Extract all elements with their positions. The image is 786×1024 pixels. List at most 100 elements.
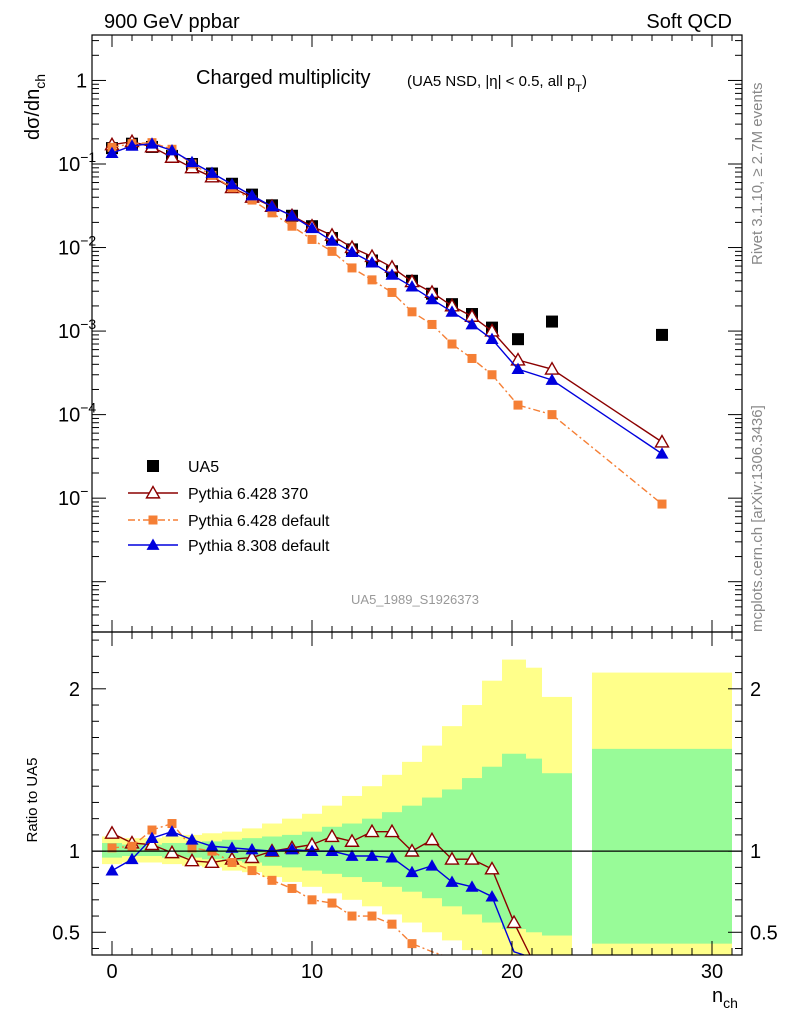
- data-point: [205, 166, 219, 178]
- series-line: [111, 140, 663, 443]
- legend-entry: Pythia 8.308 default: [128, 538, 330, 555]
- uncertainty-band-inner: [382, 812, 402, 887]
- ratio-data-point: [485, 890, 499, 902]
- ratio-data-point: [185, 833, 199, 845]
- data-point: [427, 319, 437, 329]
- data-point: [327, 246, 337, 256]
- header-left: 900 GeV ppbar: [104, 11, 240, 33]
- data-point: [365, 256, 379, 268]
- ratio-data-point: [287, 883, 297, 893]
- ratio-data-point: [327, 898, 337, 908]
- main-ylabel: dσ/dnch: [22, 74, 48, 140]
- ratio-data-point: [167, 819, 177, 829]
- ratio-data-point: [127, 841, 137, 851]
- main-plot-panel: 1 10−1 10−2 10−3 10−4 10− Charged multiplicit…: [22, 34, 743, 633]
- data-point: [287, 221, 297, 231]
- uncertainty-band-inner: [542, 773, 572, 936]
- ratio-data-point: [204, 854, 220, 869]
- series-pythia-6-428-370: [104, 133, 670, 448]
- ratio-data-point: [347, 911, 357, 921]
- data-point: [447, 339, 457, 349]
- ratio-data-point: [444, 851, 460, 865]
- uncertainty-band-inner: [462, 778, 482, 915]
- ratio-data-point: [385, 851, 399, 863]
- data-point: [105, 146, 119, 158]
- main-title: Charged multiplicity: [196, 67, 371, 89]
- ratio-data-point: [345, 849, 359, 861]
- data-point: [165, 144, 179, 156]
- data-point: [185, 155, 199, 168]
- data-point: [511, 362, 525, 375]
- ratio-data-point: [324, 828, 340, 843]
- ratio-data-point: [464, 851, 480, 865]
- side-text-lower: mcplots.cern.ch [arXiv:1306.3436]: [749, 405, 766, 632]
- series-line: [111, 142, 663, 455]
- legend-label: Pythia 8.308 default: [188, 538, 330, 555]
- ratio-data-point: [307, 895, 317, 905]
- legend-marker: [147, 460, 159, 472]
- data-point: [487, 370, 497, 380]
- ratio-data-point: [244, 849, 260, 864]
- ratio-data-point: [267, 875, 277, 885]
- data-point: [385, 268, 399, 280]
- ratio-data-point: [407, 939, 417, 949]
- data-point: [145, 137, 159, 149]
- ratio-data-point: [365, 849, 379, 861]
- ratio-ylabel: Ratio to UA5: [24, 757, 41, 842]
- data-point: [267, 208, 277, 218]
- data-point: [405, 280, 419, 292]
- ratio-data-point: [247, 866, 257, 876]
- uncertainty-band-inner: [422, 797, 442, 899]
- ratio-data-point: [387, 919, 397, 929]
- data-point: [307, 234, 317, 244]
- data-point: [656, 328, 668, 341]
- ratio-data-point: [484, 861, 500, 875]
- ratio-data-point: [105, 864, 119, 876]
- data-point: [164, 149, 180, 163]
- ratio-data-point: [506, 914, 522, 929]
- data-point: [387, 287, 397, 297]
- ratio-xtick-label: 0: [106, 961, 117, 983]
- data-point: [345, 245, 359, 258]
- ratio-data-point: [205, 839, 219, 852]
- uncertainty-band-inner: [502, 753, 526, 930]
- ratio-data-point: [367, 911, 377, 921]
- data-point: [485, 332, 499, 345]
- data-point: [125, 139, 139, 151]
- ratio-data-point: [164, 844, 180, 859]
- ratio-data-point: [405, 865, 419, 878]
- uncertainty-band-inner: [142, 844, 162, 856]
- ratio-ytick-label-left: 2: [69, 679, 80, 701]
- data-point: [347, 263, 357, 273]
- uncertainty-band-inner: [442, 789, 462, 907]
- main-ytick-label: 10−4: [58, 400, 96, 427]
- main-ytick-label: 10−2: [58, 233, 96, 260]
- data-point: [655, 447, 669, 459]
- data-point: [546, 315, 558, 328]
- data-point: [465, 317, 479, 330]
- legend-label: UA5: [188, 459, 219, 476]
- ratio-data-point: [104, 825, 120, 839]
- data-point: [445, 305, 459, 317]
- data-point: [245, 188, 259, 201]
- data-point: [547, 410, 557, 420]
- legend-marker: [145, 485, 161, 499]
- data-point: [367, 275, 377, 285]
- ratio-data-point: [145, 831, 159, 844]
- data-point: [407, 307, 417, 317]
- data-point: [285, 209, 299, 221]
- ratio-xtick-label: 20: [501, 961, 523, 983]
- main-ytick-label: 10−: [58, 483, 88, 510]
- ratio-plot-frame: [91, 631, 743, 956]
- ratio-data-point: [305, 844, 319, 856]
- ratio-data-point: [445, 875, 459, 887]
- header-right: Soft QCD: [646, 11, 732, 33]
- ratio-data-point: [384, 823, 400, 838]
- ratio-data-point: [265, 844, 279, 856]
- series-pythia-8-308-default: [105, 137, 669, 459]
- ratio-data-point: [184, 852, 200, 867]
- legend-entry: Pythia 6.428 370: [128, 485, 308, 503]
- ratio-ytick-label-right: 0.5: [750, 922, 778, 944]
- data-point: [513, 400, 523, 410]
- data-point: [425, 292, 439, 305]
